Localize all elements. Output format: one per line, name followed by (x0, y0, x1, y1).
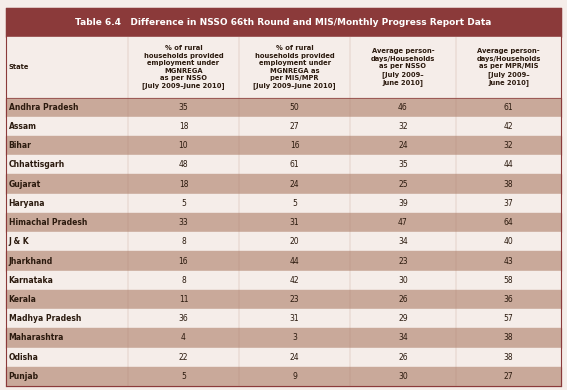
Text: Haryana: Haryana (9, 199, 45, 208)
Text: 57: 57 (503, 314, 513, 323)
Text: 37: 37 (503, 199, 513, 208)
Text: 23: 23 (290, 295, 299, 304)
Bar (6, 347, 561, 367)
Text: Gujarat: Gujarat (9, 179, 41, 189)
Text: 61: 61 (503, 103, 513, 112)
Text: 34: 34 (398, 333, 408, 342)
Text: 4: 4 (181, 333, 186, 342)
Text: 5: 5 (181, 199, 186, 208)
Text: Assam: Assam (9, 122, 36, 131)
Text: 31: 31 (290, 314, 299, 323)
Bar (6, 117, 561, 136)
Text: 5: 5 (292, 199, 297, 208)
Text: 47: 47 (398, 218, 408, 227)
Text: 26: 26 (398, 353, 408, 362)
Text: 30: 30 (398, 276, 408, 285)
Text: 61: 61 (290, 160, 299, 169)
Text: 25: 25 (398, 179, 408, 189)
Bar (6, 37, 561, 98)
Bar (6, 328, 561, 347)
Text: 5: 5 (181, 372, 186, 381)
Text: 16: 16 (290, 141, 299, 150)
Text: 50: 50 (290, 103, 299, 112)
Text: Andhra Pradesh: Andhra Pradesh (9, 103, 78, 112)
Text: 20: 20 (290, 237, 299, 246)
Text: 44: 44 (503, 160, 513, 169)
Text: Average person-
days/Households
as per MPR/MIS
[July 2009–
June 2010]: Average person- days/Households as per M… (476, 48, 541, 86)
Text: 44: 44 (290, 257, 299, 266)
Text: % of rural
households provided
employment under
MGNREGA
as per NSSO
[July 2009–J: % of rural households provided employmen… (142, 45, 225, 89)
Text: 39: 39 (398, 199, 408, 208)
Text: 27: 27 (503, 372, 513, 381)
Bar (6, 155, 561, 174)
Text: 36: 36 (179, 314, 188, 323)
Text: 42: 42 (503, 122, 513, 131)
Text: 35: 35 (179, 103, 188, 112)
Bar (6, 194, 561, 213)
Text: 24: 24 (290, 179, 299, 189)
Bar (6, 8, 561, 37)
Text: Average person-
days/Households
as per NSSO
[July 2009–
June 2010]: Average person- days/Households as per N… (371, 48, 435, 86)
Bar (6, 136, 561, 155)
Text: 40: 40 (503, 237, 513, 246)
Bar (6, 290, 561, 309)
Text: 36: 36 (503, 295, 513, 304)
Text: 43: 43 (503, 257, 513, 266)
Text: 22: 22 (179, 353, 188, 362)
Text: 27: 27 (290, 122, 299, 131)
Bar (6, 213, 561, 232)
Text: Himachal Pradesh: Himachal Pradesh (9, 218, 87, 227)
Text: 35: 35 (398, 160, 408, 169)
Bar (6, 252, 561, 271)
Text: State: State (9, 64, 29, 70)
Text: 34: 34 (398, 237, 408, 246)
Bar (6, 232, 561, 252)
Text: Chhattisgarh: Chhattisgarh (9, 160, 65, 169)
Bar (6, 309, 561, 328)
Text: 11: 11 (179, 295, 188, 304)
Text: J & K: J & K (9, 237, 29, 246)
Text: Punjab: Punjab (9, 372, 39, 381)
Text: % of rural
households provided
employment under
MGNREGA as
per MIS/MPR
[July 200: % of rural households provided employmen… (253, 45, 336, 89)
Text: 32: 32 (398, 122, 408, 131)
Text: 48: 48 (179, 160, 188, 169)
Text: 31: 31 (290, 218, 299, 227)
Text: Jharkhand: Jharkhand (9, 257, 53, 266)
Text: 9: 9 (292, 372, 297, 381)
Text: Bihar: Bihar (9, 141, 31, 150)
Text: 58: 58 (503, 276, 513, 285)
Text: 3: 3 (292, 333, 297, 342)
Text: Odisha: Odisha (9, 353, 39, 362)
Text: 32: 32 (503, 141, 513, 150)
Bar (6, 367, 561, 386)
Text: 38: 38 (503, 333, 513, 342)
Text: 18: 18 (179, 179, 188, 189)
Text: 10: 10 (179, 141, 188, 150)
Text: 24: 24 (398, 141, 408, 150)
Text: Madhya Pradesh: Madhya Pradesh (9, 314, 81, 323)
Text: 26: 26 (398, 295, 408, 304)
Text: 46: 46 (398, 103, 408, 112)
Bar (6, 271, 561, 290)
Text: Maharashtra: Maharashtra (9, 333, 64, 342)
Text: 38: 38 (503, 179, 513, 189)
Bar (6, 98, 561, 117)
Text: 42: 42 (290, 276, 299, 285)
Text: 18: 18 (179, 122, 188, 131)
Text: 24: 24 (290, 353, 299, 362)
Text: Kerala: Kerala (9, 295, 36, 304)
Text: 16: 16 (179, 257, 188, 266)
Text: 8: 8 (181, 276, 186, 285)
Text: 30: 30 (398, 372, 408, 381)
Text: 29: 29 (398, 314, 408, 323)
Text: 8: 8 (181, 237, 186, 246)
Text: 64: 64 (503, 218, 513, 227)
Bar (6, 174, 561, 194)
Text: 38: 38 (503, 353, 513, 362)
Text: Table 6.4   Difference in NSSO 66th Round and MIS/Monthly Progress Report Data: Table 6.4 Difference in NSSO 66th Round … (75, 18, 492, 27)
Text: Karnataka: Karnataka (9, 276, 53, 285)
Text: 33: 33 (179, 218, 188, 227)
Text: 23: 23 (398, 257, 408, 266)
